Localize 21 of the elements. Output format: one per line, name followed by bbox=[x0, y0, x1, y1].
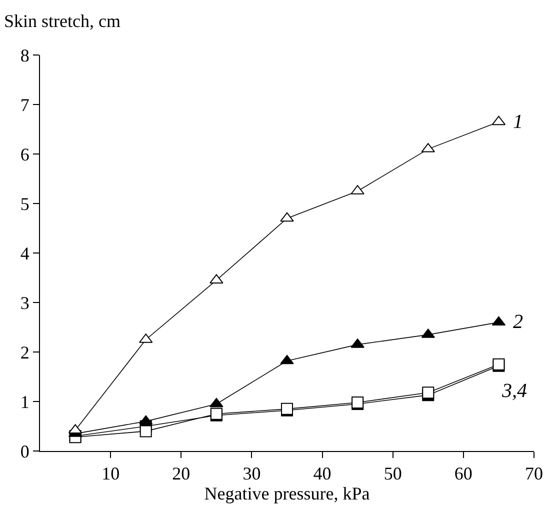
x-tick-label: 60 bbox=[454, 464, 472, 484]
x-axis-title: Negative pressure, kPa bbox=[204, 484, 370, 504]
series-label: 2 bbox=[513, 311, 523, 333]
x-tick-label: 20 bbox=[172, 464, 190, 484]
y-tick-label: 5 bbox=[20, 194, 30, 214]
y-tick-label: 6 bbox=[20, 144, 30, 164]
x-tick-label: 30 bbox=[242, 464, 261, 484]
y-tick-label: 1 bbox=[20, 392, 30, 412]
x-tick-label: 10 bbox=[102, 464, 120, 484]
y-tick-label: 4 bbox=[20, 243, 30, 264]
series-label: 3,4 bbox=[501, 380, 527, 402]
y-tick-label: 7 bbox=[20, 94, 30, 115]
x-tick-label: 40 bbox=[313, 464, 332, 484]
y-tick-label: 8 bbox=[20, 45, 30, 66]
y-tick-label: 3 bbox=[20, 292, 30, 313]
series-label: 1 bbox=[513, 111, 523, 133]
y-tick-label: 0 bbox=[20, 441, 30, 462]
x-tick-label: 50 bbox=[384, 464, 402, 484]
y-axis-title: Skin stretch, cm bbox=[4, 11, 120, 31]
x-tick-label: 70 bbox=[525, 464, 543, 484]
y-tick-label: 2 bbox=[20, 342, 30, 362]
